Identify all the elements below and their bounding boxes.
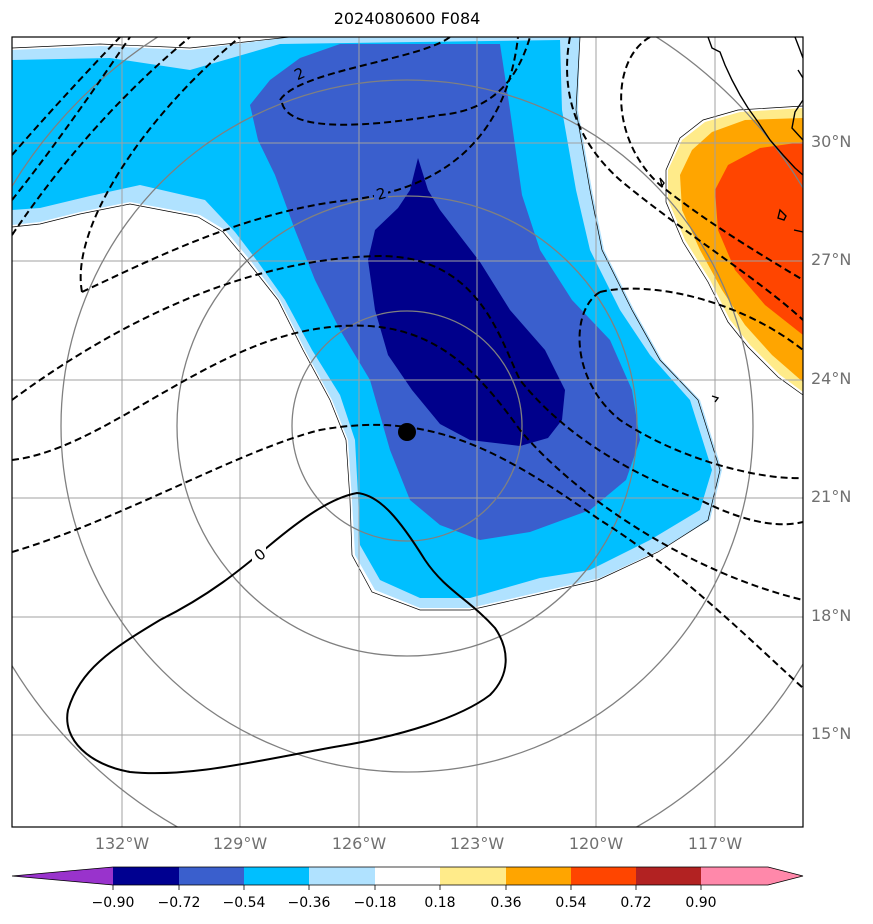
contour-dashed-5 (279, 37, 451, 101)
range-rings (12, 37, 803, 827)
colorbar-segment (375, 867, 440, 885)
contour-dashed-14 (599, 287, 803, 351)
colorbar-segment (244, 867, 309, 885)
colorbar-segment (701, 867, 768, 885)
contour-dashed-4 (79, 37, 241, 293)
contour-dashed-10 (12, 423, 803, 689)
lat-label: 21°N (811, 487, 852, 506)
colorbar-segment (571, 867, 636, 885)
shading-dark-blue (368, 158, 565, 446)
contour-dashed-3 (12, 37, 131, 201)
zero-contour (66, 491, 507, 775)
map-plot-area: 2 2 0 (12, 37, 803, 827)
lon-label: 129°W (212, 834, 268, 853)
colorbar-segment (440, 867, 506, 885)
shaded-field (12, 37, 803, 608)
map-border (11, 36, 804, 828)
lat-label: 15°N (811, 724, 852, 743)
contour-label: 2 (374, 184, 388, 204)
colorbar-segment (636, 867, 701, 885)
colorbar-segment (506, 867, 571, 885)
contour-dashed-13 (578, 291, 803, 480)
negative-contours (12, 37, 803, 689)
colorbar-tick-label: −0.54 (222, 895, 266, 911)
lat-label: 18°N (811, 606, 852, 625)
lat-label: 27°N (811, 250, 852, 269)
colorbar-tick-label: −0.18 (353, 895, 397, 911)
shading-outline-east (665, 105, 803, 396)
contour-labels: 2 2 0 (251, 64, 389, 565)
contour-dashed-8 (12, 254, 803, 526)
range-ring-2 (176, 195, 638, 657)
lon-label: 123°W (449, 834, 505, 853)
colorbar-tick-label: 0.54 (555, 895, 587, 911)
lon-label: 126°W (331, 834, 387, 853)
contour-dashed-12 (620, 37, 803, 281)
colorbar-segment (309, 867, 375, 885)
lat-label: 30°N (811, 132, 852, 151)
colorbar-tick-label: 0.18 (424, 895, 456, 911)
colorbar-tick-label: −0.90 (91, 895, 135, 911)
lat-label: 24°N (811, 369, 852, 388)
colorbar-segment (179, 867, 244, 885)
contour-dashed-6 (281, 37, 531, 126)
contour-dashed-9 (12, 324, 803, 601)
colorbar-segment (113, 867, 179, 885)
colorbar-tick-label: 0.36 (490, 895, 522, 911)
coastline (659, 37, 803, 403)
lon-label: 132°W (94, 834, 150, 853)
colorbar-extend-low (12, 867, 113, 885)
contour-dashed-7 (81, 37, 519, 293)
lon-label: 117°W (687, 834, 743, 853)
colorbar-tick-label: 0.90 (685, 895, 717, 911)
range-ring-1 (291, 310, 523, 542)
colorbar-tick-label: 0.72 (620, 895, 652, 911)
map-title: 2024080600 F084 (333, 9, 481, 28)
storm-center-marker (398, 423, 416, 441)
graticule (12, 37, 803, 827)
contour-dashed-11 (566, 37, 803, 321)
contour-dashed-2 (12, 37, 191, 236)
colorbar (11, 866, 804, 890)
range-ring-3 (60, 79, 754, 773)
colorbar-extend-high (768, 867, 803, 885)
colorbar-tick-label: −0.36 (287, 895, 331, 911)
shading-red-orange (715, 142, 803, 335)
contour-dashed-1 (12, 37, 121, 156)
colorbar-tick-label: −0.72 (157, 895, 201, 911)
lon-label: 120°W (568, 834, 624, 853)
